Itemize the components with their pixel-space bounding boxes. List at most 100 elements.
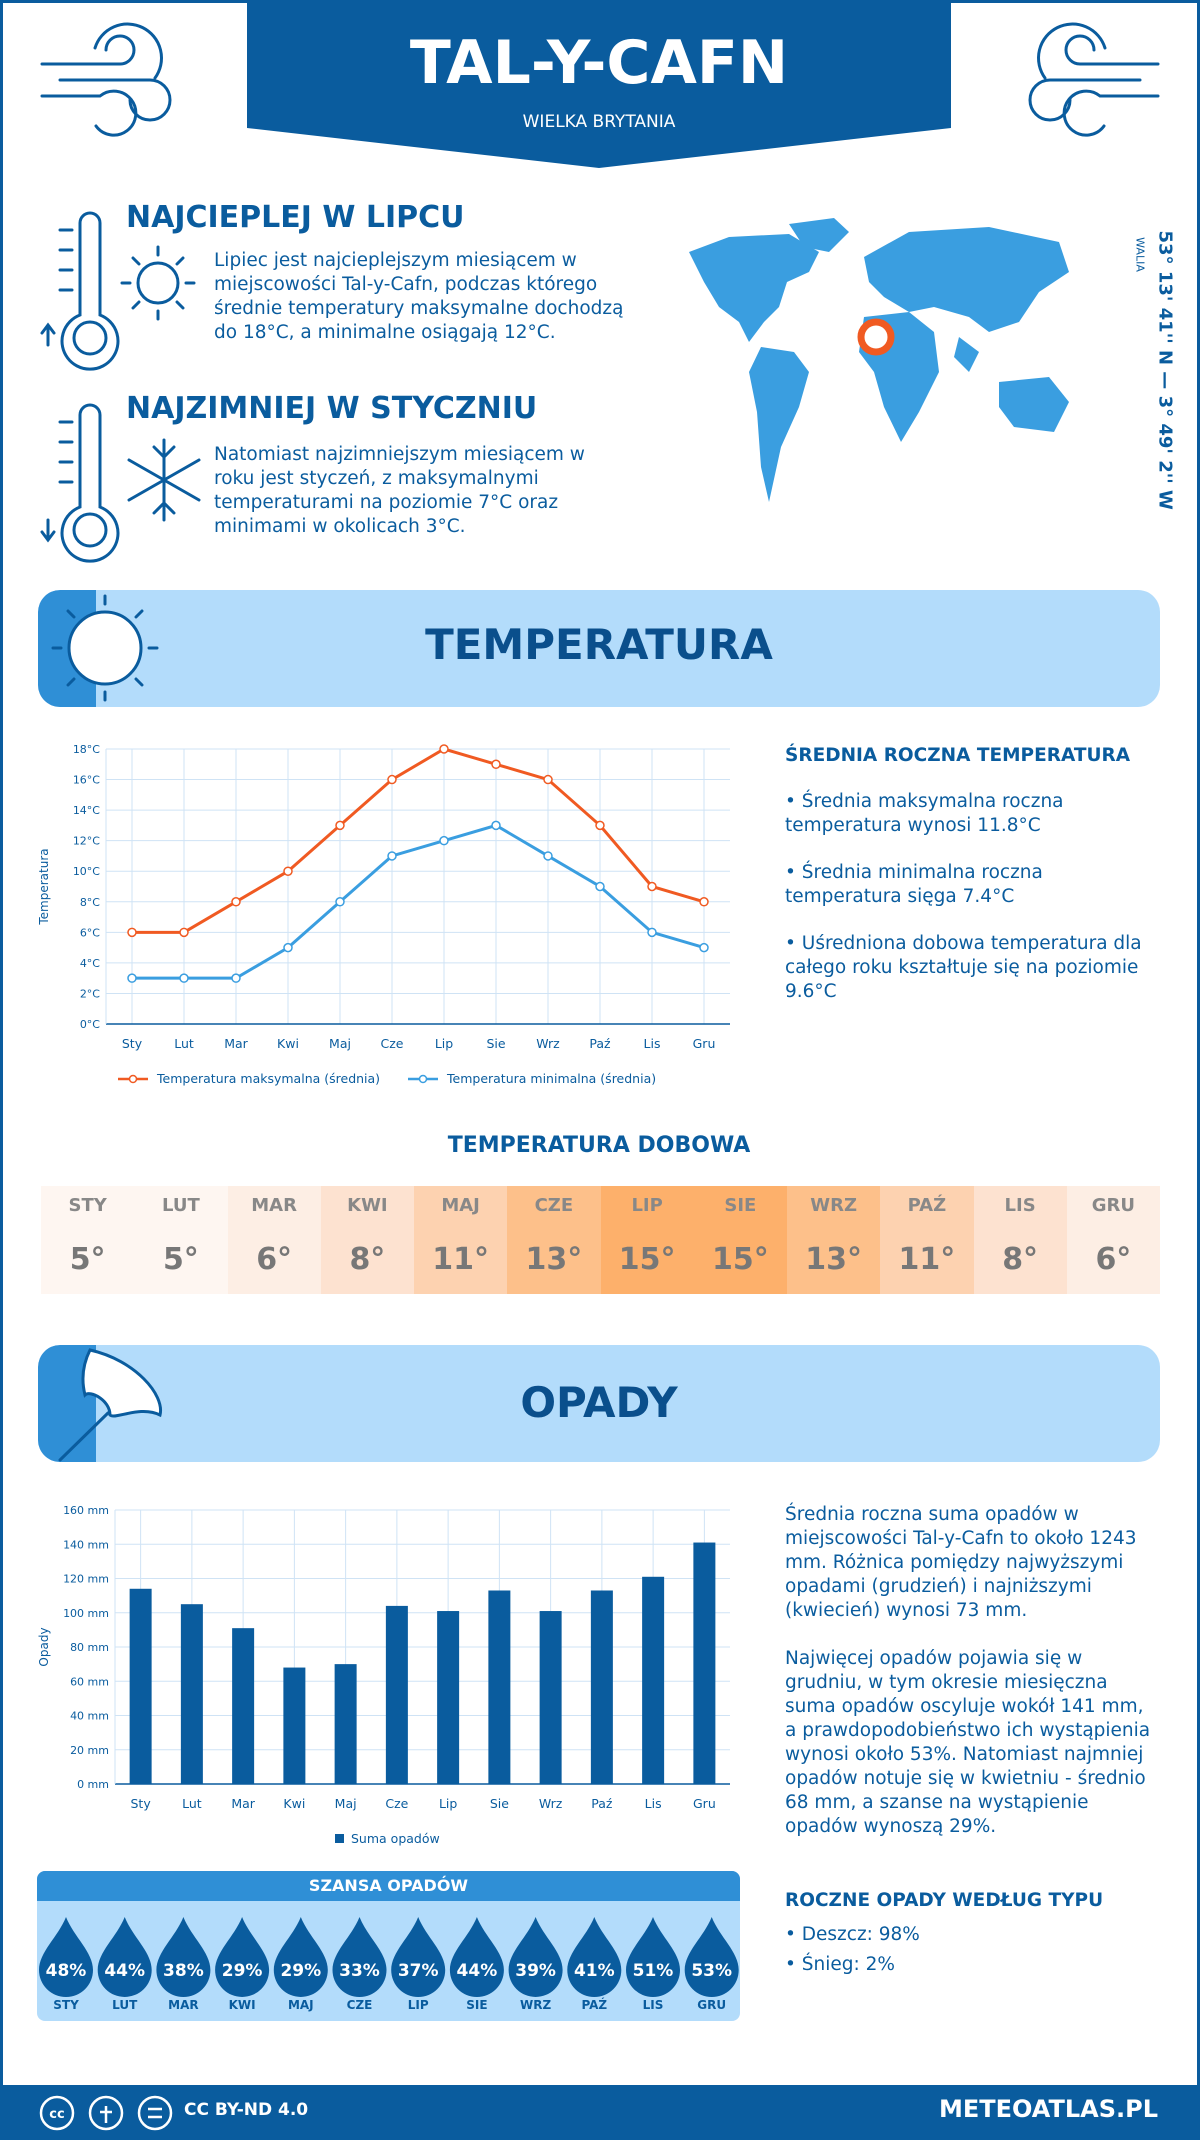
table-value: 6° [1095,1242,1132,1277]
point [595,820,605,831]
table-cell [41,1186,135,1294]
drop [449,1917,504,1997]
x-tick-label: Lip [439,1796,457,1811]
x-tick-label: Lis [644,1036,661,1051]
y-tick-label: 12°C [73,835,100,848]
table-value: 13° [805,1242,862,1277]
x-tick-label: Gru [693,1036,716,1051]
drop [156,1917,211,1997]
bar [488,1590,511,1784]
line [132,747,705,934]
summary-item: • Śnieg: 2% [785,1954,895,1975]
table-cell [973,1186,1067,1294]
drop-month: KWI [229,1998,256,2012]
rain-chance-header [37,1871,740,1901]
point [699,942,709,953]
point [387,774,397,785]
license: CC BY-ND 4.0 [184,2100,309,2120]
rain-drops: 48% STY 44% LUT 38% MAR 29% KWI 29% MAJ 33% CZE 37% L… [39,1917,739,2012]
summary-heading: ŚREDNIA ROCZNA TEMPERATURA [785,745,1131,766]
table-month: CZE [534,1195,574,1216]
point [647,881,657,892]
table-cell [320,1186,414,1294]
bar [334,1664,357,1784]
point [231,973,241,983]
drop-value: 53% [691,1961,732,1981]
y-tick-label: 80 mm [70,1641,109,1654]
bar [129,1588,152,1784]
summary-item: • Uśredniona dobowa temperatura dla całe… [785,933,1142,1002]
x-tick-label: Kwi [277,1036,299,1051]
point [335,820,345,831]
point [491,759,501,770]
section-heading: NAJCIEPLEJ W LIPCU [126,200,465,235]
bar [283,1667,306,1784]
drop [626,1917,680,1997]
x-tick-label: Wrz [536,1036,560,1051]
summary-item: • Średnia minimalna roczna temperatura s… [785,862,1043,907]
y-tick-label: 100 mm [63,1607,109,1620]
table-month: LUT [162,1195,200,1216]
y-axis-label: Opady [37,1627,51,1666]
y-tick-label: 120 mm [63,1573,109,1586]
climate-icons [40,211,201,563]
drop-value: 39% [515,1961,556,1981]
y-axis-label: Temperatura [37,848,51,925]
point [647,927,657,938]
table-cell [507,1186,601,1294]
x-tick-label: Wrz [539,1796,563,1811]
table-value: 6° [256,1242,293,1277]
sun-icon [51,594,159,702]
table-value: 15° [618,1242,676,1277]
table-cell [227,1186,321,1294]
x-tick-label: Mar [231,1796,255,1811]
drop [508,1917,563,1997]
drop-month: LIP [408,1998,429,2012]
section-banner [38,1345,1160,1462]
drop [684,1917,739,1997]
table-month: MAR [251,1195,297,1216]
drop-month: GRU [697,1998,726,2012]
legend-label: Suma opadów [351,1831,440,1846]
umbrella-icon [58,1348,163,1462]
point [439,835,449,846]
paragraph: Najwięcej opadów pojawia się w grudniu, … [785,1648,1151,1837]
table-cell [693,1186,787,1294]
table-value: 11° [898,1242,956,1277]
x-tick-label: Paź [591,1796,613,1811]
region: WALIA [1133,237,1147,272]
drop-month: SIE [466,1998,487,2012]
drop [273,1917,328,1997]
table-month: WRZ [810,1195,858,1216]
y-tick-label: 4°C [80,957,100,970]
x-tick-label: Lut [174,1036,194,1051]
paragraph: Natomiast najzimniejszym miesiącem w rok… [214,444,585,537]
table-month: STY [68,1195,107,1216]
paragraph: Lipiec jest najcieplejszym miesiącem w m… [214,250,624,343]
legend-marker [418,1074,428,1084]
line [132,823,705,980]
point [439,744,449,754]
x-tick-label: Sty [131,1796,152,1811]
point [387,851,397,861]
page-subtitle: WIELKA BRYTANIA [522,112,676,132]
x-tick-label: Sie [486,1036,505,1051]
table-cell [134,1186,228,1294]
table-cell [414,1186,508,1294]
bar [180,1604,203,1784]
x-tick-label: Mar [224,1036,248,1051]
drop-value: 37% [398,1961,439,1981]
x-tick-label: Lut [182,1796,202,1811]
point [127,927,137,938]
y-tick-label: 6°C [80,926,100,939]
bar [539,1611,562,1784]
section-title: TEMPERATURA [425,620,773,669]
site: METEOATLAS.PL [938,2095,1158,2123]
drop [391,1917,446,1997]
drop-month: LUT [112,1998,138,2012]
section-heading: NAJZIMNIEJ W STYCZNIU [126,391,538,426]
x-tick-label: Sie [490,1796,509,1811]
drop-month: MAR [168,1998,198,2012]
summary-item: • Średnia maksymalna roczna temperatura … [785,791,1064,836]
